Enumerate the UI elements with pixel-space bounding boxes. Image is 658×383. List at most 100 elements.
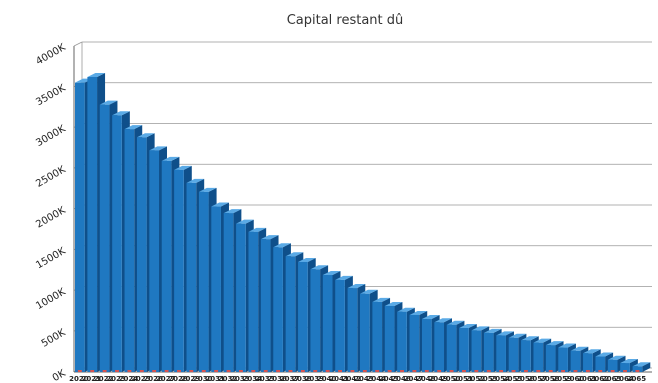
bar-base <box>412 370 417 372</box>
bar-top <box>186 178 205 183</box>
bar-top <box>360 289 378 294</box>
bar <box>397 311 407 372</box>
x-tick-label: 2050 <box>441 375 461 383</box>
x-tick-label: 2049 <box>428 375 448 383</box>
bar-base <box>238 370 243 372</box>
x-tick-label: 2031 <box>205 375 225 383</box>
bar-base <box>226 370 231 372</box>
x-tick-label: 2022 <box>94 375 114 383</box>
bar <box>595 356 606 372</box>
bar <box>533 342 544 372</box>
x-tick-label: 2024 <box>119 375 139 383</box>
bar-base <box>90 370 95 372</box>
y-axis: 0K 500K 1000K 1500K 2000K 2500K 3000K 3500K 4000… <box>34 42 68 383</box>
bar-base <box>548 370 553 372</box>
bar-top <box>260 235 279 240</box>
x-tick-label: 2029 <box>181 375 201 383</box>
bar-top <box>99 100 118 105</box>
bar <box>508 337 519 372</box>
bar-base <box>251 370 256 372</box>
bar-top <box>570 346 589 351</box>
bar-top <box>434 318 453 323</box>
y-tick-label: 1500K <box>34 246 68 272</box>
bar <box>409 314 420 372</box>
bar-base <box>102 370 107 372</box>
bar-top <box>310 265 329 270</box>
bar-base <box>474 370 479 372</box>
bar-top <box>545 341 564 346</box>
bar <box>335 279 345 372</box>
bar-base <box>610 370 615 372</box>
x-tick-label: 2057 <box>528 375 548 383</box>
bar-base <box>77 370 82 372</box>
bar <box>421 319 432 372</box>
bar-top <box>459 323 477 328</box>
x-tick-label: 2048 <box>416 375 436 383</box>
x-tick-label: 2065 <box>627 375 647 383</box>
bar-base <box>127 370 132 372</box>
bar-top <box>198 187 217 192</box>
y-tick-label: 500K <box>40 327 68 350</box>
bar-base <box>313 370 318 372</box>
x-tick-label: 2041 <box>329 375 349 383</box>
bar-base <box>424 370 429 372</box>
bar-top <box>446 320 465 325</box>
bar-top <box>372 297 391 302</box>
x-tick-label: 2036 <box>267 375 287 383</box>
bar <box>136 137 147 372</box>
bar-base <box>201 370 206 372</box>
gridline-depth <box>73 41 83 47</box>
bar-base <box>189 370 194 372</box>
bar-base <box>387 370 392 372</box>
bar <box>558 347 568 372</box>
bar <box>75 82 85 373</box>
bar <box>632 366 643 372</box>
bar <box>198 191 209 372</box>
bar-top <box>248 227 267 232</box>
bar-top <box>397 307 415 312</box>
bar <box>149 150 160 372</box>
bar-base <box>499 370 504 372</box>
x-tick-label: 2021 <box>81 375 101 383</box>
x-tick-label: 2040 <box>317 375 337 383</box>
bar-base <box>523 370 528 372</box>
bar <box>223 213 234 372</box>
bar <box>322 275 333 372</box>
bar-base <box>561 370 566 372</box>
bar-base <box>400 370 404 372</box>
x-tick-label: 2028 <box>168 375 188 383</box>
bar-top <box>298 257 316 262</box>
x-tick-label: 2030 <box>193 375 213 383</box>
bar-base <box>325 370 330 372</box>
bar <box>310 269 321 372</box>
x-tick-label: 2033 <box>230 375 250 383</box>
bar-top <box>583 349 601 354</box>
y-tick-label: 4000K <box>34 42 68 68</box>
bar-base <box>362 370 367 372</box>
y-tick-label: 0K <box>51 368 68 383</box>
bar <box>521 340 531 372</box>
bar-top <box>273 243 291 248</box>
x-tick-label: 2039 <box>305 375 325 383</box>
bar-top <box>335 275 353 280</box>
bar-base <box>152 370 157 372</box>
bar <box>298 261 308 372</box>
bar-base <box>449 370 454 372</box>
bar-top <box>521 336 539 341</box>
x-tick-label: 2052 <box>466 375 486 383</box>
x-tick-label: 2027 <box>156 375 176 383</box>
bar-top <box>471 326 490 331</box>
bar-base <box>462 370 466 372</box>
bar-base <box>598 370 603 372</box>
bar <box>124 129 135 372</box>
bar-base <box>623 370 627 372</box>
bar-base <box>511 370 516 372</box>
x-tick-label: 2020 <box>69 375 89 383</box>
x-tick-label: 2034 <box>243 375 263 383</box>
x-tick-label: 2035 <box>255 375 275 383</box>
x-tick-label: 2037 <box>280 375 300 383</box>
bar-base <box>585 370 590 372</box>
bar-base <box>276 370 281 372</box>
bar <box>620 363 630 372</box>
